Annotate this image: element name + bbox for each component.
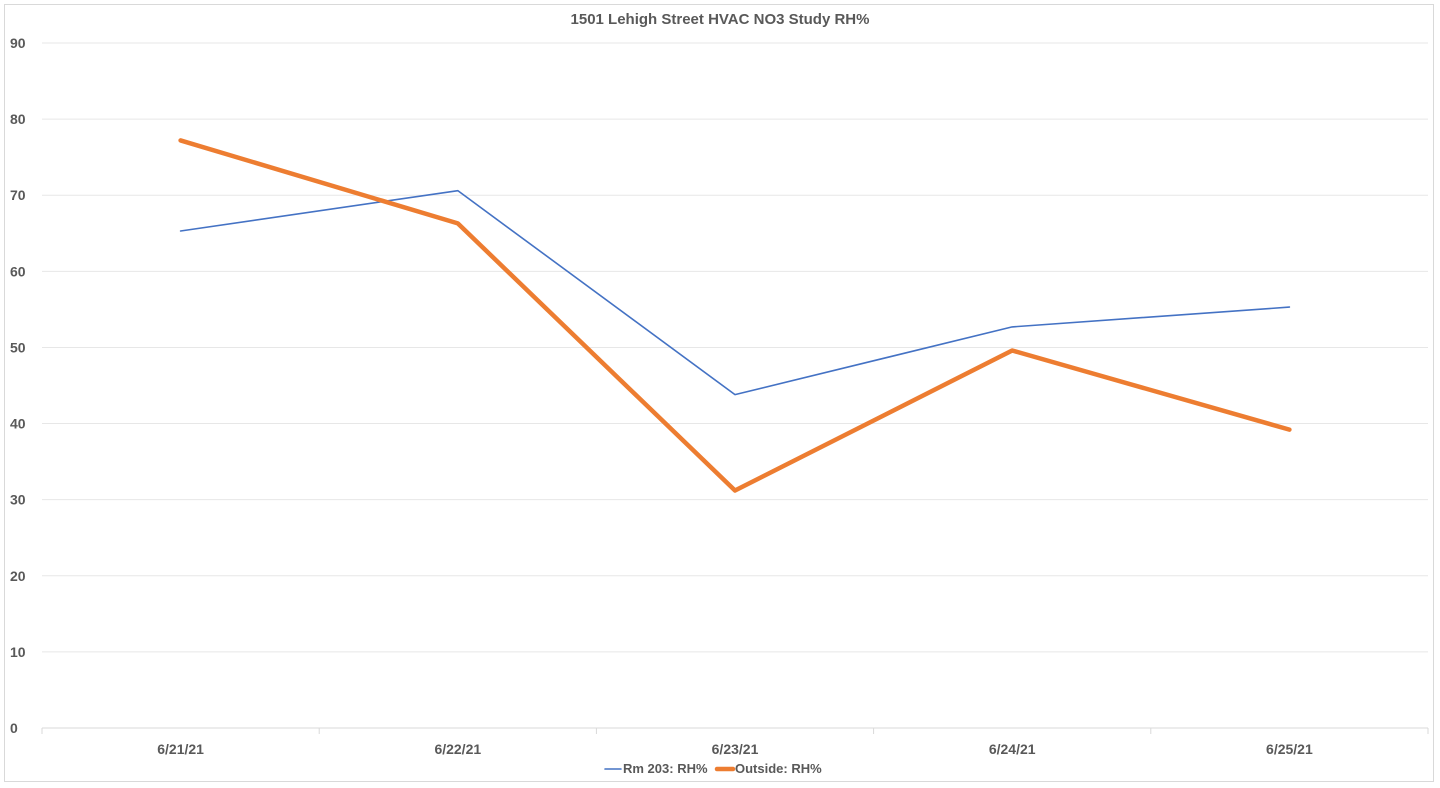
y-tick-label: 60 (10, 263, 26, 279)
gridlines (42, 42, 1428, 653)
y-tick-label: 20 (10, 568, 26, 584)
series-line-2 (178, 138, 1292, 493)
series-line-1 (179, 189, 1291, 396)
y-tick-label: 80 (10, 111, 26, 127)
y-tick-label: 30 (10, 492, 26, 508)
y-tick-label: 10 (10, 644, 26, 660)
y-tick-label: 40 (10, 416, 26, 432)
x-tick-label: 6/25/21 (1266, 741, 1313, 757)
y-tick-label: 70 (10, 187, 26, 203)
y-tick-label: 90 (10, 35, 26, 51)
legend-label: Rm 203: RH% (623, 761, 708, 776)
chart-title: 1501 Lehigh Street HVAC NO3 Study RH% (571, 11, 870, 28)
x-tick-label: 6/24/21 (989, 741, 1036, 757)
x-tick-label: 6/21/21 (157, 741, 204, 757)
series-lines (178, 138, 1292, 493)
x-tick-label: 6/22/21 (434, 741, 481, 757)
axes: 0 10 20 30 40 50 60 70 80 90 6/21/21 6/22/21 6/23/21… (10, 35, 1429, 757)
y-tick-label: 0 (10, 720, 18, 736)
y-tick-label: 50 (10, 339, 26, 355)
legend: Rm 203: RH% Outside: RH% (604, 761, 822, 776)
legend-label: Outside: RH% (735, 761, 822, 776)
x-tick-label: 6/23/21 (712, 741, 759, 757)
